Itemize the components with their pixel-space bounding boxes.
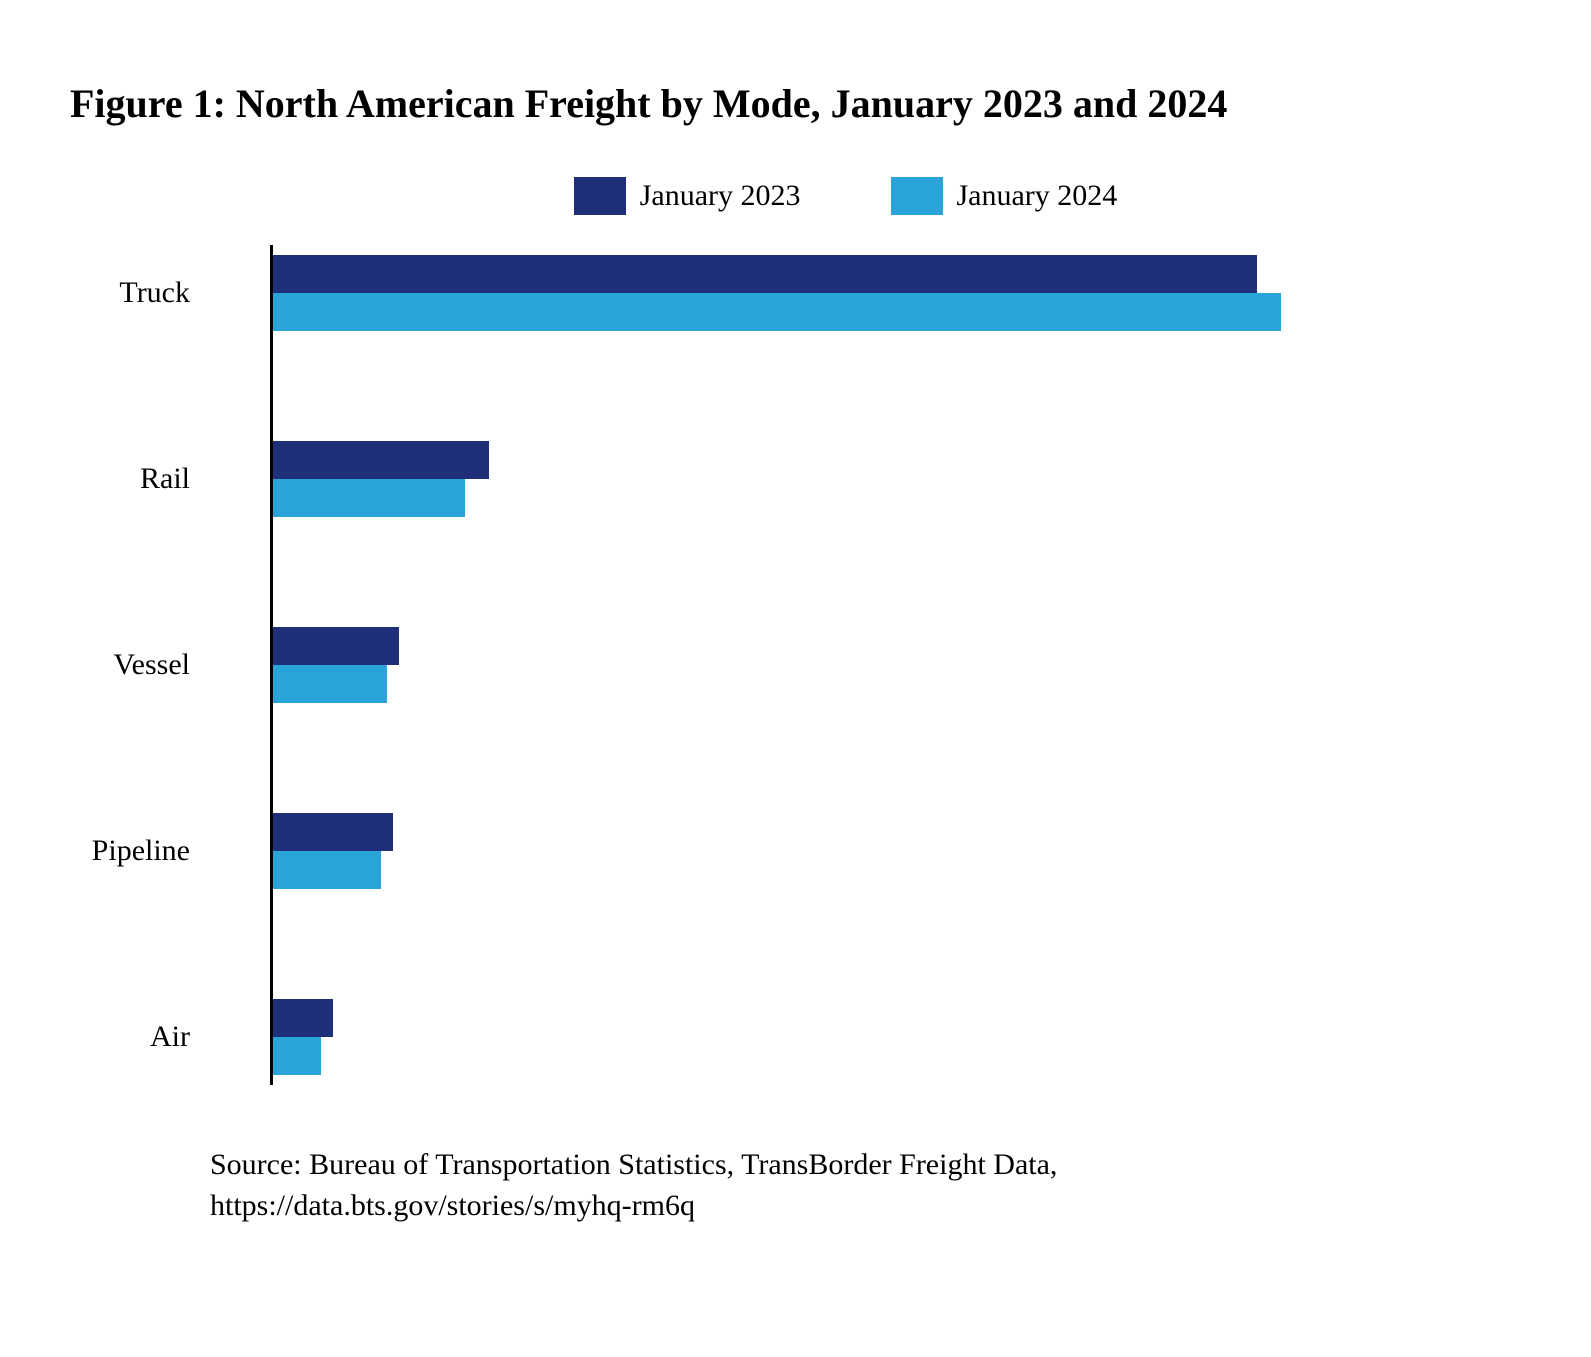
legend-swatch-2023 bbox=[574, 177, 626, 215]
bar bbox=[273, 1037, 321, 1075]
bar-pair bbox=[273, 803, 1471, 899]
bars-host: Truck Rail Vessel Pipeline Air bbox=[210, 245, 1471, 1085]
bar-pair bbox=[273, 617, 1471, 713]
category-label: Rail bbox=[140, 462, 190, 496]
chart-source: Source: Bureau of Transportation Statist… bbox=[210, 1145, 1411, 1226]
bar bbox=[273, 441, 489, 479]
bar-pair bbox=[273, 245, 1471, 341]
bar bbox=[273, 665, 387, 703]
category-group: Rail bbox=[210, 431, 1471, 527]
bar bbox=[273, 479, 465, 517]
group-gap bbox=[210, 713, 1471, 803]
bar bbox=[273, 627, 399, 665]
bar bbox=[273, 293, 1281, 331]
category-group: Truck bbox=[210, 245, 1471, 341]
figure-container: Figure 1: North American Freight by Mode… bbox=[0, 0, 1591, 1357]
group-gap bbox=[210, 341, 1471, 431]
legend-swatch-2024 bbox=[891, 177, 943, 215]
category-label: Air bbox=[150, 1020, 190, 1054]
legend: January 2023 January 2024 bbox=[160, 177, 1531, 215]
legend-label-2023: January 2023 bbox=[640, 179, 801, 213]
bar bbox=[273, 813, 393, 851]
bar bbox=[273, 851, 381, 889]
category-label: Truck bbox=[119, 276, 190, 310]
category-group: Air bbox=[210, 989, 1471, 1085]
chart-plot-area: Truck Rail Vessel Pipeline Air bbox=[210, 245, 1471, 1085]
category-group: Pipeline bbox=[210, 803, 1471, 899]
category-label: Pipeline bbox=[92, 834, 190, 868]
bar bbox=[273, 255, 1257, 293]
group-gap bbox=[210, 899, 1471, 989]
legend-item-2024: January 2024 bbox=[891, 177, 1118, 215]
category-group: Vessel bbox=[210, 617, 1471, 713]
legend-label-2024: January 2024 bbox=[957, 179, 1118, 213]
legend-item-2023: January 2023 bbox=[574, 177, 801, 215]
bar-pair bbox=[273, 989, 1471, 1085]
bar bbox=[273, 999, 333, 1037]
group-gap bbox=[210, 527, 1471, 617]
chart-title: Figure 1: North American Freight by Mode… bbox=[70, 80, 1531, 127]
category-label: Vessel bbox=[113, 648, 190, 682]
bar-pair bbox=[273, 431, 1471, 527]
